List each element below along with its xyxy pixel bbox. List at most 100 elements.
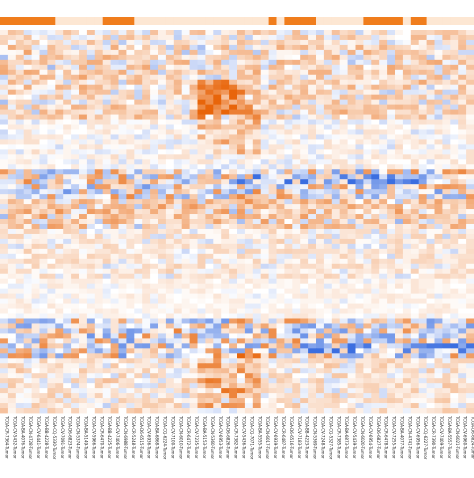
- heatmap-cell: [442, 79, 451, 86]
- heatmap-cell: [410, 159, 420, 165]
- heatmap-cell: [86, 129, 96, 135]
- heatmap-cell: [237, 363, 246, 369]
- heatmap-cell: [308, 94, 317, 101]
- heatmap-cell: [434, 119, 443, 125]
- heatmap-cell: [110, 30, 119, 36]
- heatmap-cell: [237, 39, 246, 46]
- heatmap-cell: [23, 64, 32, 71]
- heatmap-cell: [205, 398, 214, 404]
- heatmap-cell: [268, 154, 277, 160]
- heatmap-cell: [268, 283, 277, 290]
- heatmap-cell: [387, 74, 396, 81]
- heatmap-cell: [150, 34, 159, 41]
- heatmap-cell: [323, 194, 333, 200]
- heatmap-cell: [15, 253, 25, 260]
- heatmap-cell: [418, 393, 427, 399]
- heatmap-cell: [450, 303, 459, 309]
- heatmap-cell: [39, 144, 48, 150]
- heatmap-cell: [379, 283, 388, 290]
- annotation-cell: [71, 17, 80, 25]
- heatmap-cell: [0, 313, 9, 319]
- heatmap-cell: [284, 34, 293, 41]
- heatmap-cell: [63, 114, 72, 120]
- heatmap-cell: [47, 169, 56, 175]
- heatmap-cell: [102, 353, 111, 359]
- heatmap-cell: [331, 363, 341, 369]
- heatmap-cell: [300, 328, 309, 334]
- heatmap-cell: [165, 84, 175, 91]
- heatmap-cell: [0, 293, 9, 299]
- heatmap-cell: [71, 219, 80, 225]
- heatmap-cell: [237, 149, 246, 155]
- heatmap-cell: [173, 199, 183, 205]
- heatmap-cell: [426, 129, 435, 135]
- heatmap-cell: [47, 79, 56, 86]
- heatmap-cell: [102, 184, 111, 190]
- heatmap-cell: [63, 233, 72, 240]
- heatmap-cell: [158, 223, 167, 230]
- heatmap-cell: [434, 174, 443, 180]
- heatmap-cell: [158, 189, 167, 195]
- heatmap-cell: [102, 64, 111, 71]
- heatmap-cell: [86, 99, 96, 106]
- x-tick-label: TCGA-CV-5436-Tumor: [242, 415, 247, 459]
- heatmap-cell: [71, 114, 80, 120]
- heatmap-cell: [355, 328, 364, 334]
- heatmap-cell: [39, 278, 48, 285]
- heatmap-cell: [7, 358, 17, 364]
- heatmap-cell: [276, 238, 285, 245]
- heatmap-cell: [331, 298, 341, 304]
- heatmap-cell: [150, 223, 159, 230]
- heatmap-cell: [221, 258, 230, 265]
- heatmap-cell: [260, 89, 269, 96]
- heatmap-cell: [165, 373, 175, 379]
- heatmap-cell: [39, 338, 48, 344]
- heatmap-cell: [221, 109, 230, 115]
- heatmap-cell: [158, 104, 167, 110]
- heatmap-cell: [39, 74, 48, 81]
- heatmap-cell: [331, 189, 341, 195]
- heatmap-cell: [86, 34, 96, 41]
- heatmap-cell: [189, 403, 198, 409]
- heatmap-cell: [410, 278, 420, 285]
- heatmap-cell: [134, 308, 143, 314]
- heatmap-cell: [23, 293, 32, 299]
- heatmap-cell: [418, 209, 427, 215]
- heatmap-cell: [63, 253, 72, 260]
- heatmap-cell: [205, 228, 214, 235]
- heatmap-cell: [31, 283, 40, 290]
- heatmap-cell: [268, 184, 277, 190]
- heatmap-cell: [442, 30, 451, 36]
- heatmap-cell: [126, 159, 135, 165]
- heatmap-cell: [213, 124, 222, 130]
- heatmap-cell: [86, 64, 96, 71]
- heatmap-cell: [221, 368, 230, 374]
- heatmap-cell: [331, 258, 341, 265]
- heatmap-cell: [23, 184, 32, 190]
- heatmap-cell: [110, 154, 119, 160]
- heatmap-cell: [284, 233, 293, 240]
- heatmap-cell: [237, 408, 246, 414]
- heatmap-cell: [205, 114, 214, 120]
- heatmap-cell: [134, 174, 143, 180]
- heatmap-cell: [165, 164, 175, 170]
- heatmap-cell: [347, 273, 356, 280]
- heatmap-cell: [276, 378, 285, 384]
- heatmap-cell: [31, 54, 40, 61]
- heatmap-cell: [150, 373, 159, 379]
- heatmap-cell: [7, 253, 17, 260]
- heatmap-cell: [323, 223, 333, 230]
- heatmap-cell: [339, 169, 348, 175]
- heatmap-cell: [134, 209, 143, 215]
- heatmap-cell: [395, 99, 404, 106]
- heatmap-cell: [229, 169, 238, 175]
- heatmap-cell: [173, 30, 183, 36]
- heatmap-cell: [418, 204, 427, 210]
- heatmap-cell: [205, 298, 214, 304]
- heatmap-cell: [244, 219, 254, 225]
- heatmap-cell: [47, 233, 56, 240]
- heatmap-cell: [15, 393, 25, 399]
- heatmap-cell: [284, 69, 293, 76]
- heatmap-cell: [79, 99, 88, 106]
- heatmap-cell: [434, 159, 443, 165]
